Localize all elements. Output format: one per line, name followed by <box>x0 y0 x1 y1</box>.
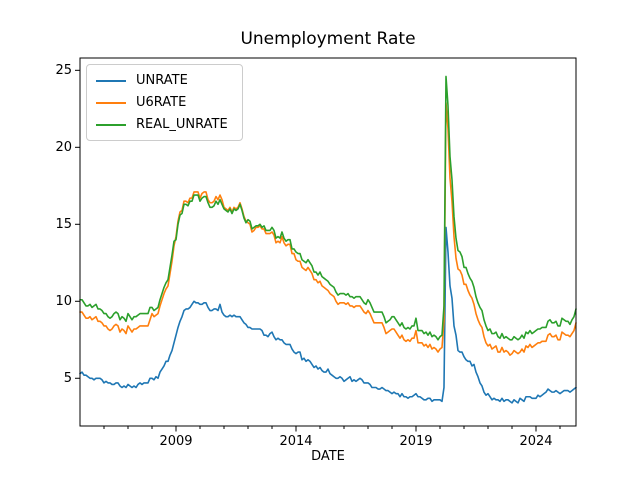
series-line-u6rate <box>79 101 577 356</box>
plot-title: Unemployment Rate <box>240 29 416 49</box>
y-tick-label: 15 <box>55 217 72 232</box>
x-tick-label: 2009 <box>159 434 192 449</box>
x-tick-label: 2019 <box>399 434 432 449</box>
y-tick-label: 10 <box>55 294 72 309</box>
legend-item: REAL_UNRATE <box>96 116 228 133</box>
series-line-unrate <box>79 226 577 404</box>
x-axis-label: DATE <box>311 449 345 464</box>
legend-line-sample <box>96 79 126 82</box>
legend-item-label: U6RATE <box>136 95 187 110</box>
series-line-real_unrate <box>79 75 577 341</box>
legend-line-sample <box>96 101 126 104</box>
x-tick-label: 2014 <box>279 434 312 449</box>
legend-item-label: UNRATE <box>136 73 188 88</box>
y-tick-label: 25 <box>55 63 72 78</box>
legend: UNRATE U6RATE REAL_UNRATE <box>86 64 243 141</box>
legend-item-label: REAL_UNRATE <box>136 117 228 132</box>
axes-frame <box>79 57 577 427</box>
y-tick-label: 5 <box>64 371 72 386</box>
legend-item: U6RATE <box>96 94 228 111</box>
x-tick-label: 2024 <box>519 434 552 449</box>
legend-line-sample <box>96 123 126 126</box>
legend-item: UNRATE <box>96 72 228 89</box>
y-tick-label: 20 <box>55 140 72 155</box>
